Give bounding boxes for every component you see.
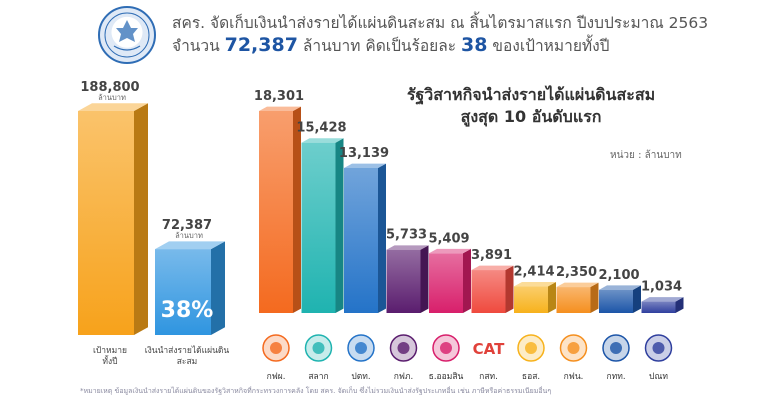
ranking-category-4: ธ.ออมสิน — [429, 372, 464, 382]
ranking-bar-9 — [641, 301, 676, 313]
unit-label: หน่วย : ล้านบาท — [610, 150, 682, 161]
ranking-bar-2-side — [378, 163, 386, 313]
ranking-value-1: 15,428 — [296, 121, 346, 136]
left-bar-1-top — [155, 241, 225, 250]
ranking-logo-core-4 — [440, 342, 452, 354]
ranking-bar-9-side — [675, 297, 684, 313]
footnote: *หมายเหตุ ข้อมูลเงินนำส่งรายได้แผ่นดินขอ… — [80, 387, 552, 395]
ranking-bar-1-side — [335, 138, 344, 313]
left-bar-0-top — [78, 103, 148, 111]
ranking-value-8: 2,100 — [598, 268, 639, 283]
ranking-logo-core-2 — [355, 342, 367, 354]
ranking-bar-4 — [429, 253, 463, 313]
header-line-2-suffix: ของเป้าหมายทั้งปี — [487, 37, 610, 55]
ranking-bar-8-top — [599, 285, 641, 290]
left-bar-0-side — [134, 103, 148, 335]
ranking-title-line-2: สูงสุด 10 อันดับแรก — [460, 107, 602, 126]
ranking-bar-6-side — [548, 281, 556, 313]
ranking-bar-4-side — [463, 248, 471, 313]
ranking-bar-1-top — [301, 138, 344, 143]
ranking-bar-2 — [344, 167, 378, 313]
ranking-category-7: กฟน. — [564, 372, 584, 382]
ranking-chart-title: รัฐวิสาหกิจนำส่งรายได้แผ่นดินสะสม สูงสุด… — [396, 84, 666, 128]
target-vs-collected-chart: 188,800ล้านบาทเป้าหมายทั้งปี72,387ล้านบา… — [78, 80, 229, 367]
percent-label: 38% — [161, 298, 214, 323]
ranking-title-line-1: รัฐวิสาหกิจนำส่งรายได้แผ่นดินสะสม — [406, 85, 656, 104]
ranking-bar-2-top — [344, 163, 386, 168]
ranking-bar-0-top — [259, 106, 301, 111]
ranking-bar-0 — [259, 111, 293, 313]
ranking-bar-0-side — [293, 106, 301, 313]
left-bar-0 — [78, 111, 134, 335]
ranking-logo-core-9 — [652, 342, 665, 354]
ranking-bar-3 — [386, 249, 421, 313]
ranking-logo-core-6 — [525, 342, 537, 354]
ranking-bar-9-top — [641, 297, 684, 302]
left-bar-label-1-1: สะสม — [177, 357, 198, 367]
ranking-bar-6 — [514, 286, 548, 313]
header-amount: 72,387 — [224, 34, 298, 56]
ranking-value-0: 18,301 — [254, 89, 304, 104]
header-line-1: สคร. จัดเก็บเงินนำส่งรายได้แผ่นดินสะสม ณ… — [172, 14, 709, 32]
ranking-value-2: 13,139 — [339, 146, 389, 161]
ranking-category-9: ปณท — [649, 372, 668, 382]
ranking-bar-8-side — [633, 285, 641, 313]
left-bar-label-1-0: เงินนำส่งรายได้แผ่นดิน — [145, 345, 230, 356]
ranking-category-2: ปตท. — [351, 372, 370, 382]
left-bar-label-0-0: เป้าหมาย — [93, 345, 127, 356]
ranking-category-3: กฟภ. — [394, 372, 413, 382]
header-line-2-prefix: จำนวน — [172, 37, 225, 55]
ranking-bar-7 — [556, 287, 591, 313]
top-10-ranking-chart: 18,301 กฟผ. 15,428 สลาก 13,139 ปตท. 5,733 กฟภ. 5… — [254, 89, 684, 382]
header-percent: 38 — [460, 34, 488, 56]
ranking-value-5: 3,891 — [471, 248, 512, 263]
ranking-logo-core-1 — [312, 342, 325, 354]
ranking-bar-5-side — [505, 265, 514, 313]
ranking-logo-core-7 — [567, 342, 580, 354]
left-bar-unit-1: ล้านบาท — [175, 231, 203, 240]
left-bar-value-1: 72,387 — [162, 218, 212, 233]
ranking-bar-1 — [301, 142, 336, 313]
ranking-value-6: 2,414 — [513, 264, 554, 279]
ranking-bar-5-top — [471, 265, 514, 271]
ranking-bar-7-side — [590, 282, 599, 313]
ranking-category-8: กทท. — [606, 372, 625, 382]
ranking-logo-5: CAT — [473, 340, 505, 358]
ranking-value-3: 5,733 — [386, 228, 427, 243]
left-bar-1 — [155, 249, 211, 335]
ranking-bar-5 — [471, 270, 506, 313]
ranking-category-0: กฟผ. — [267, 372, 286, 382]
header-line-2-middle: ล้านบาท คิดเป็นร้อยละ — [297, 37, 461, 55]
ranking-bar-8 — [599, 289, 633, 313]
ranking-bar-6-top — [514, 281, 556, 287]
ranking-bar-3-top — [386, 245, 429, 250]
ranking-category-6: ธอส. — [522, 372, 540, 382]
ranking-bar-3-side — [420, 245, 429, 313]
ranking-logo-core-8 — [610, 342, 622, 354]
left-bar-unit-0: ล้านบาท — [98, 93, 126, 102]
ranking-category-5: กสท. — [479, 372, 498, 382]
ranking-logo-core-0 — [270, 342, 282, 354]
organization-seal-logo — [98, 6, 156, 64]
left-bar-1-side — [211, 241, 225, 335]
left-bar-value-0: 188,800 — [80, 80, 139, 95]
header-line-2: จำนวน 72,387 ล้านบาท คิดเป็นร้อยละ 38 ขอ… — [172, 33, 610, 58]
ranking-value-4: 5,409 — [428, 231, 469, 246]
ranking-value-9: 1,034 — [641, 280, 682, 295]
left-bar-label-0-1: ทั้งปี — [102, 355, 117, 367]
ranking-logo-core-3 — [397, 342, 410, 354]
ranking-bar-4-top — [429, 248, 471, 254]
ranking-bar-7-top — [556, 282, 599, 288]
ranking-category-1: สลาก — [308, 372, 328, 382]
ranking-value-7: 2,350 — [556, 265, 597, 280]
